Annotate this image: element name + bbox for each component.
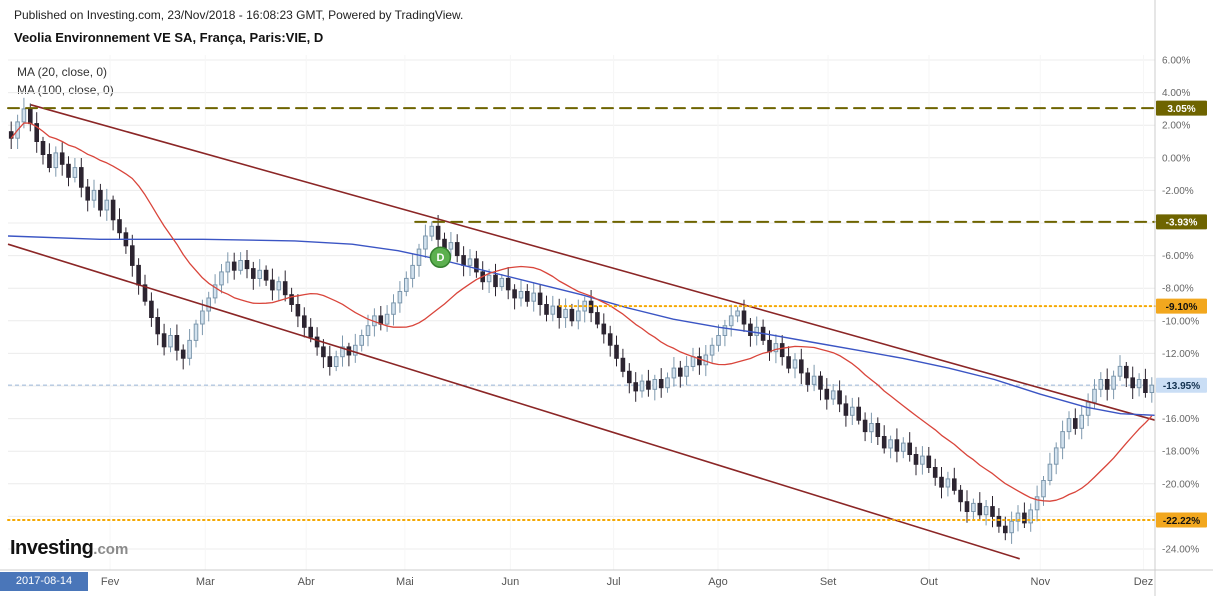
svg-text:Out: Out	[920, 576, 938, 588]
svg-text:Ago: Ago	[708, 576, 728, 588]
dividend-marker[interactable]: D	[429, 246, 452, 268]
svg-text:Mai: Mai	[396, 576, 414, 588]
svg-text:Abr: Abr	[298, 576, 315, 588]
legend-ma20-label: MA (20, close, 0)	[17, 65, 108, 79]
level-badge-3.05%: 3.05%	[1156, 100, 1207, 116]
svg-text:-13.95%: -13.95%	[1163, 381, 1200, 392]
level-badge--3.93%: -3.93%	[1156, 214, 1207, 230]
svg-text:Fev: Fev	[101, 576, 120, 588]
svg-text:-12.00%: -12.00%	[1162, 349, 1199, 360]
svg-text:D: D	[436, 252, 444, 264]
svg-text:Nov: Nov	[1031, 576, 1051, 588]
svg-text:-3.93%: -3.93%	[1166, 218, 1198, 229]
svg-text:-18.00%: -18.00%	[1162, 447, 1199, 458]
level-badge--22.22%: -22.22%	[1156, 512, 1207, 528]
level-badge--9.10%: -9.10%	[1156, 298, 1207, 314]
axis-start-date-badge: 2017-08-14	[0, 572, 88, 591]
level-badge--13.95%: -13.95%	[1156, 377, 1207, 393]
indicator-legend: MA (20, close, 0) MA (100, close, 0)	[17, 63, 114, 99]
svg-text:Mar: Mar	[196, 576, 215, 588]
svg-text:-10.00%: -10.00%	[1162, 316, 1199, 327]
ma20-line[interactable]	[10, 122, 1153, 502]
svg-text:3.05%: 3.05%	[1167, 104, 1195, 115]
svg-text:6.00%: 6.00%	[1162, 56, 1190, 67]
svg-text:0.00%: 0.00%	[1162, 153, 1190, 164]
investing-logo-tld: .com	[93, 541, 129, 558]
trendline-channel-upper[interactable]	[30, 104, 1156, 421]
svg-text:-24.00%: -24.00%	[1162, 545, 1199, 556]
svg-text:Jun: Jun	[502, 576, 520, 588]
ma100-line[interactable]	[7, 235, 1156, 416]
legend-ma100-label: MA (100, close, 0)	[17, 83, 114, 97]
svg-text:-2.00%: -2.00%	[1162, 186, 1194, 197]
svg-text:-16.00%: -16.00%	[1162, 414, 1199, 425]
svg-text:-6.00%: -6.00%	[1162, 251, 1194, 262]
svg-text:-9.10%: -9.10%	[1166, 302, 1198, 313]
svg-text:Jul: Jul	[607, 576, 621, 588]
svg-text:4.00%: 4.00%	[1162, 88, 1190, 99]
svg-text:-8.00%: -8.00%	[1162, 284, 1194, 295]
svg-text:2.00%: 2.00%	[1162, 121, 1190, 132]
svg-text:Set: Set	[820, 576, 837, 588]
svg-text:-22.22%: -22.22%	[1163, 516, 1200, 527]
published-line: Published on Investing.com, 23/Nov/2018 …	[14, 8, 464, 22]
trendline-channel-lower[interactable]	[7, 243, 1020, 560]
investing-logo: Investing.com	[10, 537, 128, 560]
x-axis-month-labels: Fev Mar Abr Mai Jun Jul Ago Set Out Nov Dez	[101, 576, 1153, 588]
grid	[8, 55, 1155, 570]
svg-text:-20.00%: -20.00%	[1162, 479, 1199, 490]
svg-text:Dez: Dez	[1134, 576, 1154, 588]
investing-logo-brand: Investing	[10, 537, 94, 559]
page-title: Veolia Environnement VE SA, França, Pari…	[14, 30, 324, 45]
